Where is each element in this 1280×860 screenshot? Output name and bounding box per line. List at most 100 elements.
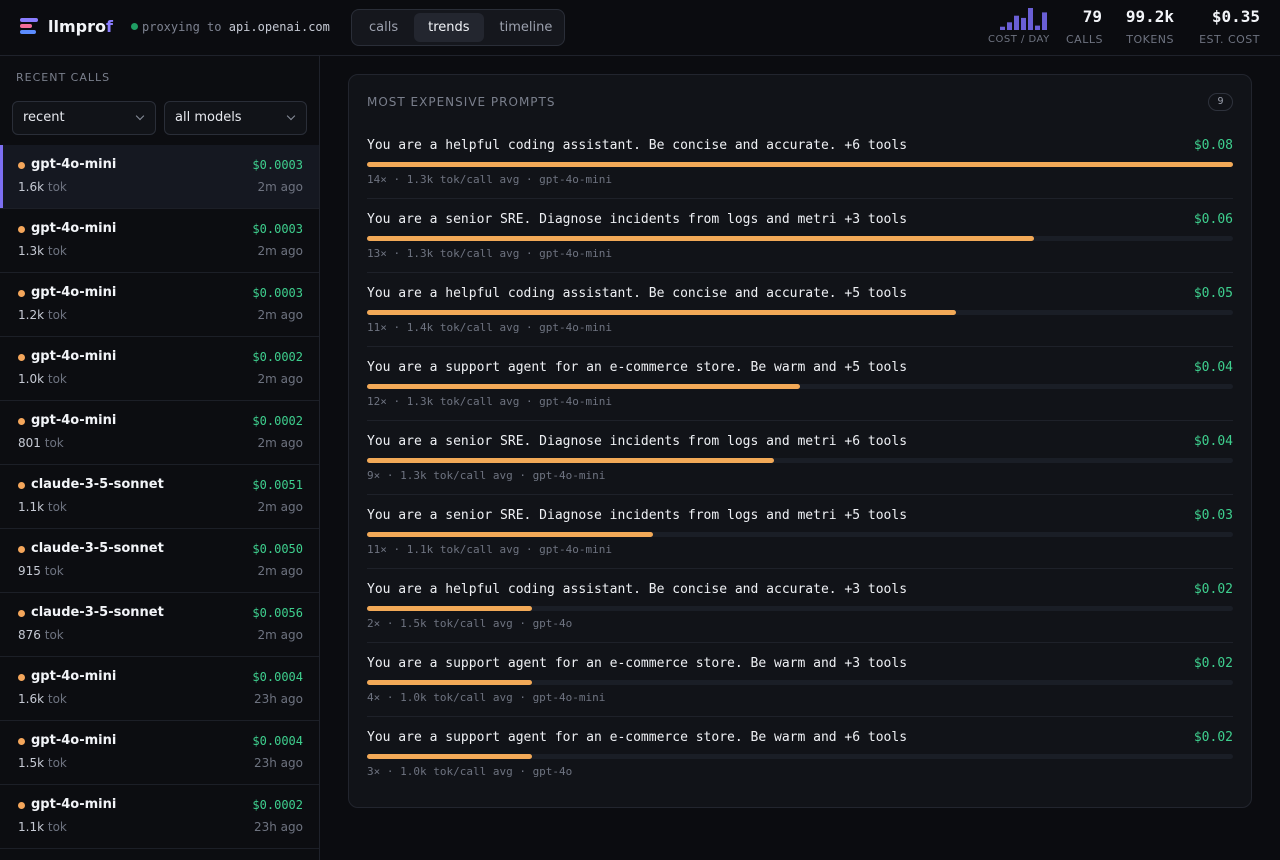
list-item[interactable]: gpt-4o-mini $0.0004 1.5k tok 23h ago — [0, 721, 319, 785]
prompt-cost-bar-fill — [367, 310, 956, 315]
prompt-cost: $0.03 — [1193, 508, 1233, 523]
prompt-cost: $0.06 — [1193, 212, 1233, 227]
call-time-ago: 2m ago — [257, 436, 303, 450]
model-dot-icon — [18, 354, 25, 361]
proxy-status: proxying to api.openai.com — [131, 20, 330, 34]
call-model: gpt-4o-mini — [31, 797, 117, 812]
prompt-cost: $0.04 — [1193, 360, 1233, 375]
prompt-count-badge: 9 — [1208, 93, 1233, 111]
call-token-count: 1.1k — [18, 500, 45, 514]
call-model: gpt-4o-mini — [31, 157, 117, 172]
prompt-meta: 11× · 1.1k tok/call avg · gpt-4o-mini — [367, 543, 613, 556]
call-model: gpt-4o-mini — [31, 221, 117, 236]
call-time-ago: 2m ago — [257, 372, 303, 386]
prompt-row[interactable]: You are a senior SRE. Diagnose incidents… — [367, 199, 1233, 273]
call-time-ago: 2m ago — [257, 180, 303, 194]
call-time-ago: 23h ago — [253, 756, 303, 770]
tokens-label: TOKENS — [1126, 33, 1174, 46]
call-token-unit: tok — [47, 756, 67, 770]
call-tokens: 1.5k tok — [18, 756, 67, 770]
status-dot-icon — [131, 23, 138, 30]
call-cost: $0.0050 — [252, 542, 303, 556]
app-brand[interactable]: llmprof — [48, 17, 113, 36]
prompt-text: You are a support agent for an e-commerc… — [367, 656, 908, 671]
prompt-cost-bar-fill — [367, 384, 800, 389]
model-dot-icon — [18, 226, 25, 233]
list-item[interactable]: gpt-4o-mini $0.0002 801 tok 2m ago — [0, 401, 319, 465]
call-model: gpt-4o-mini — [31, 733, 117, 748]
call-time-ago: 23h ago — [253, 692, 303, 706]
call-token-count: 1.3k — [18, 244, 45, 258]
list-item[interactable]: gpt-4o-mini $0.0003 1.2k tok 2m ago — [0, 273, 319, 337]
tab-calls[interactable]: calls — [369, 20, 399, 35]
call-token-count: 1.6k — [18, 180, 45, 194]
call-time-ago: 2m ago — [257, 308, 303, 322]
chevron-down-icon — [286, 111, 296, 121]
sparkline-bar — [1035, 25, 1040, 30]
prompt-cost-bar-track — [367, 680, 1233, 685]
prompt-cost-bar-fill — [367, 754, 532, 759]
call-token-unit: tok — [47, 692, 67, 706]
call-token-unit: tok — [44, 564, 64, 578]
prompt-row[interactable]: You are a helpful coding assistant. Be c… — [367, 569, 1233, 643]
call-token-count: 1.0k — [18, 372, 45, 386]
list-item[interactable]: claude-3-5-sonnet $0.0050 915 tok 2m ago — [0, 529, 319, 593]
call-token-unit: tok — [47, 372, 67, 386]
tab-trends[interactable]: trends — [414, 13, 484, 42]
list-item[interactable]: claude-3-5-sonnet $0.0051 1.1k tok 2m ago — [0, 465, 319, 529]
est-cost-stat: $0.35 EST. COST — [1196, 7, 1260, 46]
view-tabs: calls trends timeline — [351, 9, 565, 46]
call-tokens: 915 tok — [18, 564, 64, 578]
call-cost: $0.0003 — [252, 286, 303, 300]
prompt-cost-bar-track — [367, 532, 1233, 537]
prompt-text: You are a helpful coding assistant. Be c… — [367, 138, 908, 153]
prompt-row[interactable]: You are a senior SRE. Diagnose incidents… — [367, 495, 1233, 569]
prompt-row[interactable]: You are a helpful coding assistant. Be c… — [367, 273, 1233, 347]
call-tokens: 1.6k tok — [18, 692, 67, 706]
cost-per-day-sparkline — [1000, 8, 1047, 30]
sparkline-bar — [1042, 12, 1047, 30]
call-cost: $0.0051 — [252, 478, 303, 492]
prompt-row[interactable]: You are a support agent for an e-commerc… — [367, 347, 1233, 421]
prompt-text: You are a support agent for an e-commerc… — [367, 730, 908, 745]
call-token-count: 1.1k — [18, 820, 45, 834]
chevron-down-icon — [135, 111, 145, 121]
model-dot-icon — [18, 546, 25, 553]
call-cost: $0.0002 — [252, 350, 303, 364]
top-bar: llmprof proxying to api.openai.com calls… — [0, 0, 1280, 56]
call-model: claude-3-5-sonnet — [31, 605, 164, 620]
call-model: claude-3-5-sonnet — [31, 541, 164, 556]
proxy-host: api.openai.com — [228, 20, 330, 34]
sort-select[interactable]: recent — [12, 101, 156, 135]
tokens-stat: 99.2k TOKENS — [1122, 7, 1174, 46]
call-cost: $0.0003 — [252, 158, 303, 172]
call-model: gpt-4o-mini — [31, 413, 117, 428]
brand-name: llmpro — [48, 17, 106, 36]
prompt-text: You are a senior SRE. Diagnose incidents… — [367, 434, 908, 449]
list-item[interactable]: gpt-4o-mini $0.0002 1.1k tok 23h ago — [0, 785, 319, 849]
prompt-cost: $0.08 — [1193, 138, 1233, 153]
tab-timeline[interactable]: timeline — [499, 20, 553, 35]
call-time-ago: 23h ago — [253, 820, 303, 834]
stacked-bars-logo-icon — [20, 18, 40, 36]
prompt-row[interactable]: You are a senior SRE. Diagnose incidents… — [367, 421, 1233, 495]
list-item[interactable]: gpt-4o-mini $0.0004 1.6k tok 23h ago — [0, 657, 319, 721]
call-token-unit: tok — [47, 820, 67, 834]
model-dot-icon — [18, 738, 25, 745]
recent-calls-list: gpt-4o-mini $0.0003 1.6k tok 2m ago gpt-4o-m… — [0, 145, 319, 849]
list-item[interactable]: claude-3-5-sonnet $0.0056 876 tok 2m ago — [0, 593, 319, 657]
prompt-row[interactable]: You are a support agent for an e-commerc… — [367, 643, 1233, 717]
list-item[interactable]: gpt-4o-mini $0.0002 1.0k tok 2m ago — [0, 337, 319, 401]
prompt-row[interactable]: You are a helpful coding assistant. Be c… — [367, 125, 1233, 199]
prompt-text: You are a support agent for an e-commerc… — [367, 360, 908, 375]
call-token-unit: tok — [47, 500, 67, 514]
sidebar-title: RECENT CALLS — [16, 71, 111, 84]
model-dot-icon — [18, 482, 25, 489]
prompt-row[interactable]: You are a support agent for an e-commerc… — [367, 717, 1233, 791]
model-filter-select[interactable]: all models — [164, 101, 307, 135]
call-tokens: 1.6k tok — [18, 180, 67, 194]
sort-select-value: recent — [23, 110, 65, 125]
list-item[interactable]: gpt-4o-mini $0.0003 1.3k tok 2m ago — [0, 209, 319, 273]
list-item[interactable]: gpt-4o-mini $0.0003 1.6k tok 2m ago — [0, 145, 319, 209]
sparkline-bar — [1021, 17, 1026, 30]
